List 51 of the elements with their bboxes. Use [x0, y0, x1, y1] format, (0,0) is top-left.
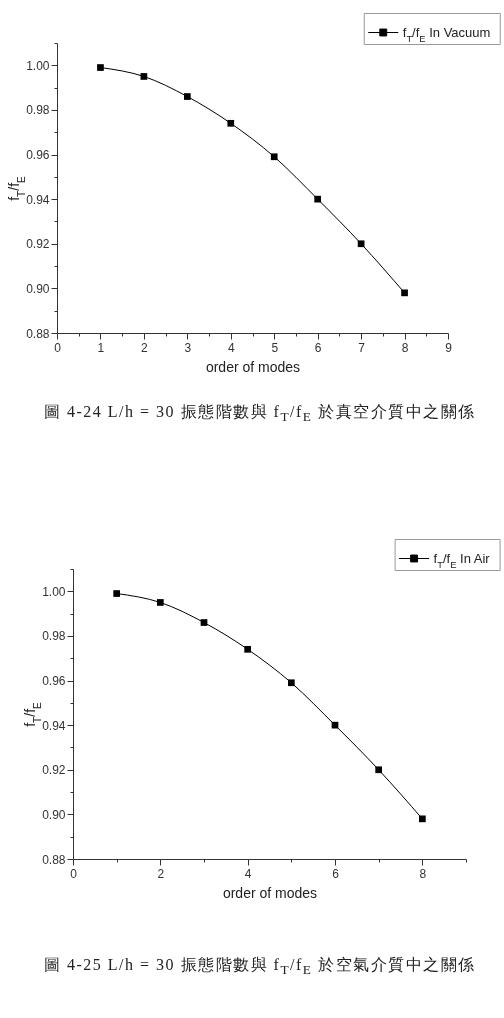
x-tick-label: 8	[419, 866, 427, 881]
y-tick-label: 0.92	[26, 237, 50, 252]
point	[97, 64, 104, 71]
x-tick-label: 7	[358, 340, 366, 355]
point	[418, 815, 426, 823]
x-tick-label: 4	[244, 866, 252, 881]
y-tick-label: 0.96	[26, 148, 50, 163]
y-tick-label: 0.88	[26, 326, 50, 341]
x-tick-label: 5	[271, 340, 279, 355]
point	[401, 289, 408, 297]
point	[331, 721, 339, 729]
y-tick-label: 0.92	[42, 763, 66, 778]
point	[270, 153, 278, 161]
y-tick-label: 0.90	[26, 281, 50, 296]
x-tick-label: 9	[445, 340, 453, 355]
point	[113, 590, 121, 597]
caption: 圖 4-25 L/h = 30 振態階數與 f$_{T}$/f$_{E}$ 於空氣介質中之關係	[44, 955, 476, 980]
legend-label: f$_{T}$/f$_{E}$ In Vacuum	[402, 24, 491, 44]
y-tick-label: 0.88	[42, 852, 66, 867]
x-tick-label: 8	[401, 340, 409, 355]
legend-label: f$_{T}$/f$_{E}$ In Air	[433, 550, 491, 570]
y-tick-label: 0.98	[42, 629, 66, 644]
point	[357, 240, 365, 248]
point	[375, 766, 383, 774]
y-tick-label: 0.90	[42, 807, 66, 822]
point	[200, 619, 208, 626]
y-tick-label: 0.96	[42, 674, 66, 689]
x-tick-label: 6	[332, 866, 340, 881]
x-tick-label: 3	[184, 340, 192, 355]
x-axis-title: order of modes	[205, 358, 301, 375]
point	[183, 93, 191, 100]
x-axis-title: order of modes	[222, 884, 318, 901]
point	[287, 679, 295, 687]
x-tick-label: 6	[314, 340, 322, 355]
x-tick-label: 0	[70, 866, 78, 881]
point	[227, 119, 235, 127]
x-tick-label: 0	[54, 340, 62, 355]
x-tick-label: 4	[227, 340, 235, 355]
point	[244, 645, 252, 653]
y-tick-label: 0.94	[42, 718, 66, 733]
y-tick-label: 1.00	[42, 584, 66, 599]
point	[140, 73, 148, 80]
point	[156, 599, 164, 606]
y-tick-label: 1.00	[26, 58, 50, 73]
y-tick-label: 0.98	[26, 103, 50, 118]
point	[314, 195, 322, 203]
y-tick-label: 0.94	[26, 192, 50, 207]
x-tick-label: 2	[157, 866, 165, 881]
x-tick-label: 2	[141, 340, 149, 355]
caption: 圖 4-24 L/h = 30 振態階數與 f$_{T}$/f$_{E}$ 於真空介質中之關係	[44, 402, 476, 427]
x-tick-label: 1	[97, 340, 105, 355]
